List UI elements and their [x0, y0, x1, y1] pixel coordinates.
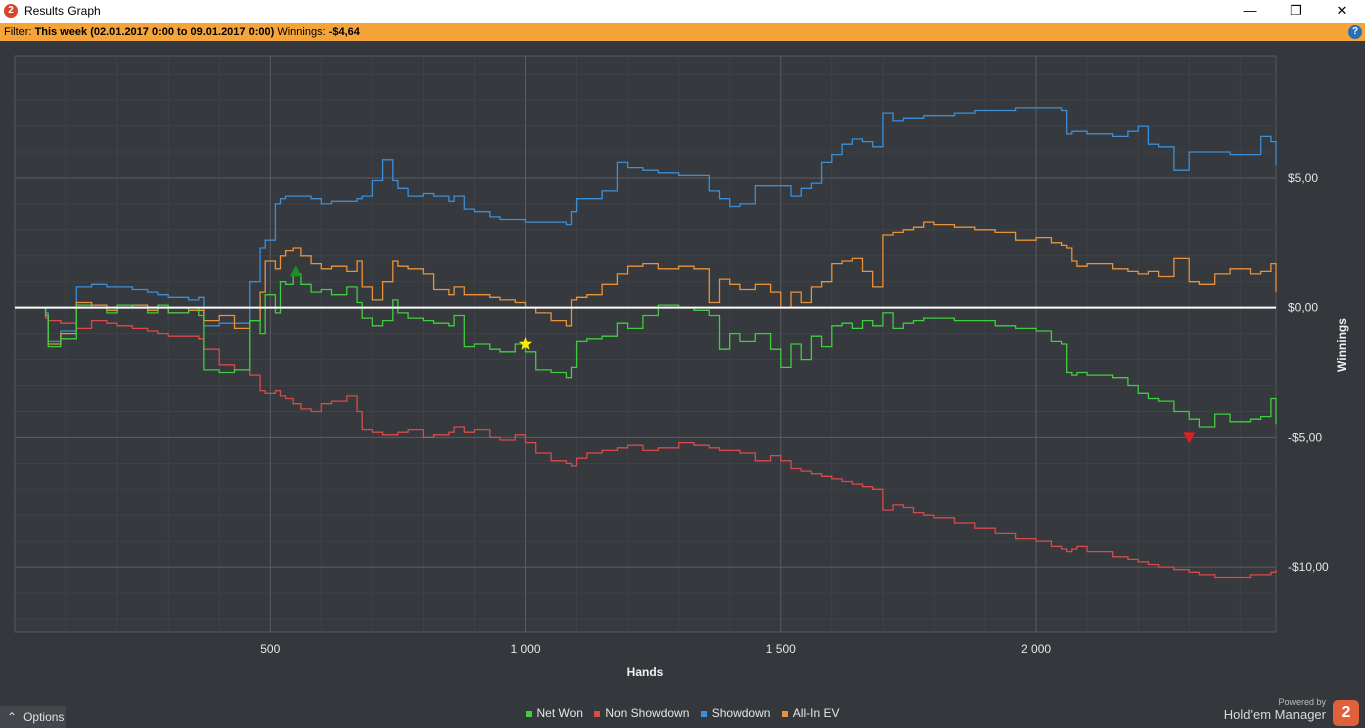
series-line-net-won	[15, 273, 1277, 428]
chart-legend: Net Won Non Showdown Showdown All-In EV	[0, 706, 1365, 720]
legend-item-all-in-ev[interactable]: All-In EV	[781, 706, 840, 720]
powered-by: Powered by Hold'em Manager	[1224, 697, 1326, 722]
y-tick-label: -$5,00	[1288, 430, 1322, 444]
legend-label: Showdown	[711, 706, 771, 720]
legend-label: All-In EV	[792, 706, 840, 720]
close-button[interactable]: ✕	[1336, 3, 1348, 18]
legend-swatch	[525, 710, 532, 717]
help-icon[interactable]: ?	[1348, 25, 1362, 39]
minimize-button[interactable]: —	[1243, 3, 1257, 18]
x-tick-label: 1 000	[511, 642, 541, 656]
y-tick-labels: $5,00 $0,00 -$5,00 -$10,00	[1288, 171, 1329, 574]
x-tick-label: 500	[260, 642, 280, 656]
filter-bar[interactable]: Filter: This week (02.01.2017 0:00 to 09…	[0, 23, 1365, 41]
app-logo-icon: 2	[4, 4, 18, 18]
winnings-label: Winnings:	[277, 26, 326, 38]
legend-swatch	[781, 710, 788, 717]
filter-period: This week (02.01.2017 0:00 to 09.01.2017…	[34, 26, 275, 38]
minor-grid	[15, 56, 1276, 632]
legend-label: Net Won	[536, 706, 583, 720]
title-bar: 2 Results Graph — ❐ ✕	[0, 0, 1365, 23]
legend-item-net-won[interactable]: Net Won	[525, 706, 583, 720]
results-chart: 500 1 000 1 500 2 000 $5,00 $0,00 -$5,00 -$10,…	[14, 55, 1349, 679]
x-axis-label: Hands	[627, 665, 664, 679]
legend-label: Non Showdown	[605, 706, 690, 720]
series-line-non-showdown	[15, 307, 1277, 579]
options-label: Options	[23, 710, 65, 724]
y-tick-label: $0,00	[1288, 301, 1318, 315]
window-title: Results Graph	[24, 4, 101, 18]
maximize-button[interactable]: ❐	[1290, 3, 1302, 18]
brand-name: Hold'em Manager	[1223, 707, 1326, 722]
legend-item-non-showdown[interactable]: Non Showdown	[594, 706, 689, 720]
y-axis-label: Winnings	[1335, 318, 1349, 372]
legend-swatch	[700, 710, 707, 717]
y-tick-label: -$10,00	[1288, 560, 1329, 574]
legend-item-showdown[interactable]: Showdown	[700, 706, 771, 720]
brand-logo-icon: 2	[1333, 700, 1359, 726]
star-marker	[518, 337, 533, 350]
y-tick-label: $5,00	[1288, 171, 1318, 185]
major-grid	[15, 56, 1276, 632]
series-line-showdown	[15, 107, 1277, 343]
marker-layer	[289, 265, 1196, 444]
series-layer	[15, 107, 1277, 579]
x-tick-labels: 500 1 000 1 500 2 000	[260, 642, 1051, 656]
filter-label: Filter:	[4, 26, 32, 38]
max-marker	[289, 265, 302, 277]
legend-swatch	[594, 710, 601, 717]
x-tick-label: 2 000	[1021, 642, 1051, 656]
min-marker	[1183, 432, 1196, 444]
options-button[interactable]: ⌃ Options	[0, 706, 66, 728]
filter-summary[interactable]: Filter: This week (02.01.2017 0:00 to 09…	[4, 23, 360, 41]
series-line-all-in-ev	[15, 221, 1277, 345]
chevron-up-icon: ⌃	[7, 710, 18, 724]
powered-by-label: Powered by	[1278, 697, 1326, 707]
winnings-value: -$4,64	[328, 26, 360, 38]
x-tick-label: 1 500	[766, 642, 796, 656]
